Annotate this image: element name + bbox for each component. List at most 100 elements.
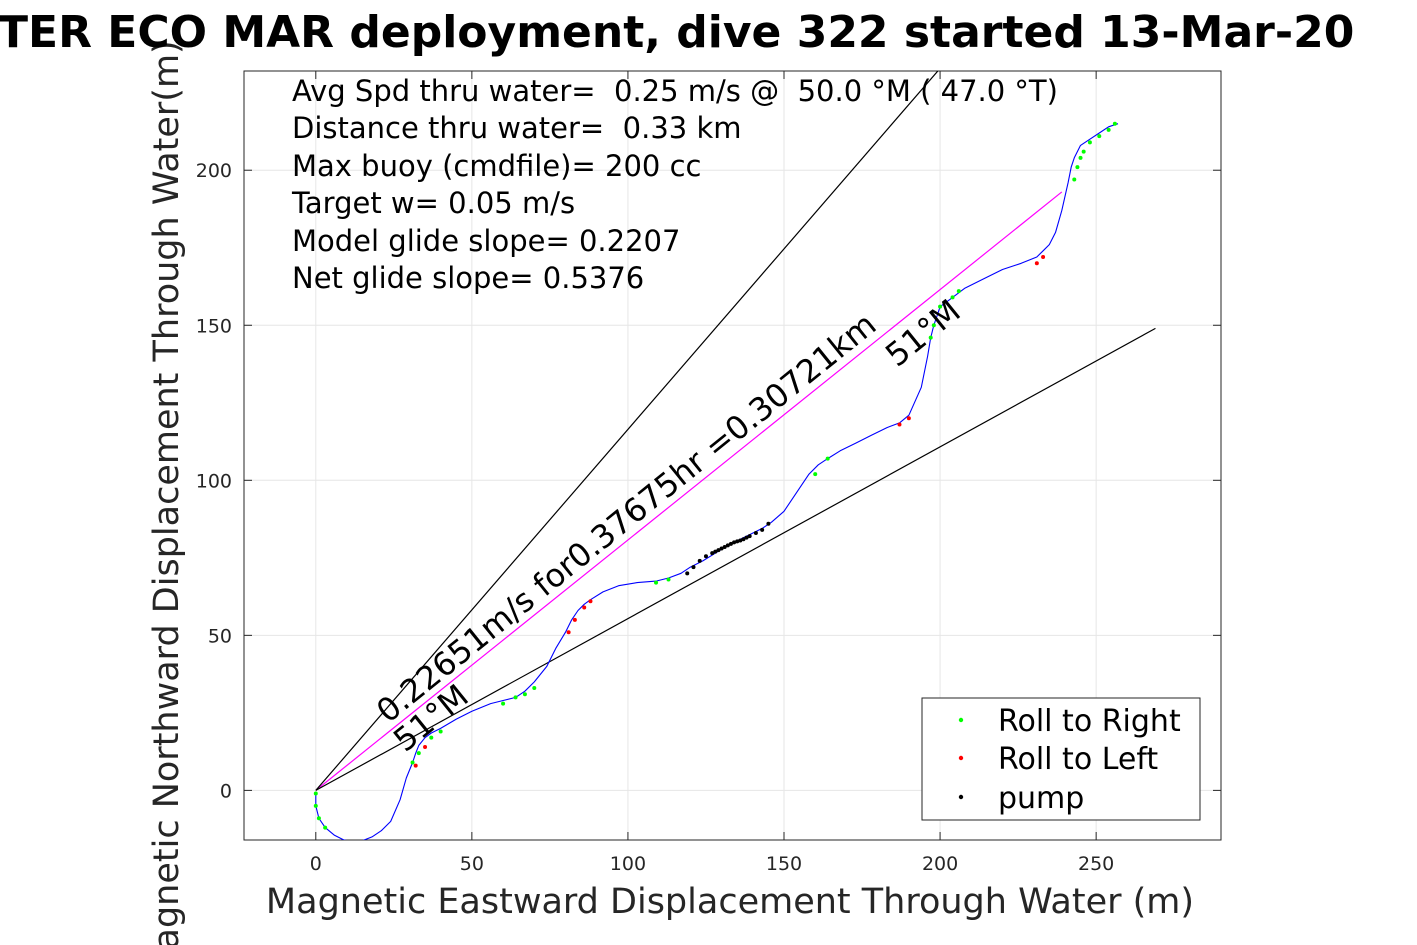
pump-point <box>753 531 758 536</box>
legend-label-roll-right: Roll to Right <box>998 704 1181 739</box>
roll-to-right-point <box>313 803 318 808</box>
legend-box <box>921 697 1201 821</box>
pump-point <box>732 540 737 545</box>
info-block: Avg Spd thru water= 0.25 m/s @ 50.0 °M (… <box>291 74 1058 295</box>
pump-point <box>747 534 752 539</box>
chart-title: TER ECO MAR deployment, dive 322 started… <box>0 7 1354 58</box>
legend-label-roll-left: Roll to Left <box>998 742 1158 777</box>
track-layer <box>315 123 1119 840</box>
pump-point <box>713 549 718 554</box>
roll-to-right-point <box>438 729 443 734</box>
marker-layer <box>313 121 1117 830</box>
bearing-line <box>315 191 1063 791</box>
pump-point <box>760 527 765 532</box>
grid <box>244 71 1221 840</box>
reference-lines <box>315 71 1156 791</box>
pump-point <box>716 548 721 553</box>
roll-to-right-point <box>928 335 933 340</box>
pump-point <box>719 546 724 551</box>
roll-to-left-point <box>906 416 911 421</box>
pump-point <box>744 535 749 540</box>
roll-to-left-point <box>566 630 571 635</box>
roll-to-right-point <box>931 323 936 328</box>
axis-ticks <box>244 71 1221 840</box>
roll-to-right-point <box>323 825 328 830</box>
pump-point <box>722 544 727 549</box>
pump-point <box>685 571 690 576</box>
roll-to-right-point <box>532 686 537 691</box>
roll-to-right-point <box>1081 149 1086 154</box>
pump-point <box>741 537 746 542</box>
roll-to-left-point <box>588 599 593 604</box>
roll-to-right-point <box>666 577 671 582</box>
y-tick-label: 150 <box>196 315 232 337</box>
x-tick-label: 200 <box>922 853 958 875</box>
roll-to-right-point <box>410 760 415 765</box>
pump-point <box>710 551 715 556</box>
roll-to-right-point <box>429 735 434 740</box>
y-tick-label: 0 <box>220 780 232 802</box>
x-tick-label: 0 <box>310 853 322 875</box>
y-axis-label: Magnetic Northward Displacement Through … <box>147 40 187 945</box>
legend-marker-roll-left <box>958 755 964 761</box>
x-tick-label: 150 <box>766 853 802 875</box>
pump-point <box>697 558 702 563</box>
pump-point <box>691 565 696 570</box>
pump-point <box>735 539 740 544</box>
roll-to-right-point <box>1075 165 1080 170</box>
roll-to-right-point <box>813 472 818 477</box>
info-line-avg-speed: Avg Spd thru water= 0.25 m/s @ 50.0 °M (… <box>292 74 1058 108</box>
axis-tick-labels: 0 50 100 150 200 250 0 50 100 150 200 <box>196 160 1115 875</box>
pump-point <box>725 543 730 548</box>
cone-right-line <box>315 327 1156 791</box>
info-line-net-glide: Net glide slope= 0.5376 <box>292 261 644 295</box>
roll-to-right-point <box>1106 127 1111 132</box>
roll-to-left-point <box>582 605 587 610</box>
roll-to-right-point <box>513 695 518 700</box>
roll-to-right-point <box>313 791 318 796</box>
roll-to-right-point <box>1112 121 1117 126</box>
track-line <box>315 123 1119 840</box>
pump-point <box>738 538 743 543</box>
roll-to-right-point <box>1087 140 1092 145</box>
info-line-distance: Distance thru water= 0.33 km <box>292 111 742 145</box>
info-line-max-buoy: Max buoy (cmdfile)= 200 cc <box>292 149 701 183</box>
info-line-target-w: Target w= 0.05 m/s <box>291 186 575 220</box>
x-axis-label: Magnetic Eastward Displacement Through W… <box>266 882 1194 922</box>
legend-marker-pump <box>958 794 964 800</box>
legend: Roll to Right Roll to Left pump <box>921 697 1201 821</box>
pump-point <box>728 541 733 546</box>
y-tick-label: 200 <box>196 160 232 182</box>
roll-to-right-point <box>1078 155 1083 160</box>
info-line-model-glide: Model glide slope= 0.2207 <box>292 224 680 258</box>
x-tick-label: 100 <box>610 853 646 875</box>
roll-to-left-point <box>572 617 577 622</box>
y-tick-label: 50 <box>208 625 232 647</box>
roll-to-right-point <box>1072 177 1077 182</box>
roll-to-left-point <box>897 422 902 427</box>
legend-label-pump: pump <box>998 781 1084 816</box>
legend-marker-roll-right <box>958 717 964 723</box>
roll-to-left-point <box>1034 261 1039 266</box>
roll-to-right-point <box>522 692 527 697</box>
roll-to-left-point <box>423 744 428 749</box>
plot-frame <box>243 70 1222 841</box>
roll-to-right-point <box>416 751 421 756</box>
roll-to-left-point <box>1041 255 1046 260</box>
x-tick-label: 50 <box>460 853 484 875</box>
cone-left-line <box>315 71 939 791</box>
x-tick-label: 250 <box>1078 853 1114 875</box>
roll-to-right-point <box>938 304 943 309</box>
roll-to-left-point <box>413 763 418 768</box>
roll-to-right-point <box>316 816 321 821</box>
roll-to-right-point <box>956 289 961 294</box>
roll-to-right-point <box>825 456 830 461</box>
roll-to-right-point <box>950 295 955 300</box>
pump-point <box>766 521 771 526</box>
pump-point <box>703 554 708 559</box>
roll-to-right-point <box>501 701 506 706</box>
roll-to-right-point <box>654 580 659 585</box>
roll-to-right-point <box>1097 134 1102 139</box>
y-tick-label: 100 <box>196 470 232 492</box>
